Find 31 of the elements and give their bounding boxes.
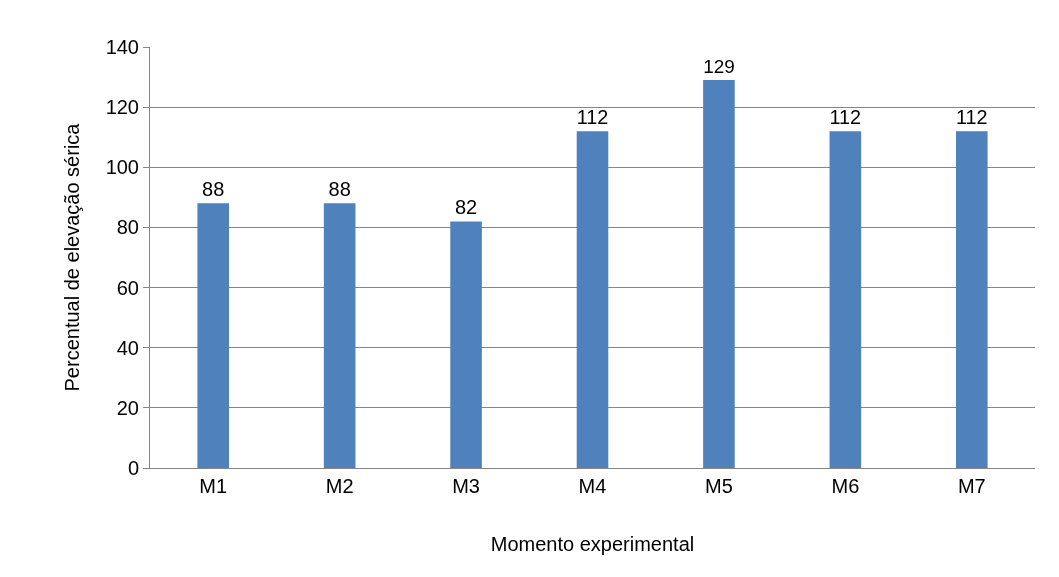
- x-axis-title: Momento experimental: [490, 532, 695, 555]
- bar: [197, 203, 230, 468]
- x-tick-label: M3: [452, 475, 480, 497]
- y-tick-label: 20: [116, 396, 139, 419]
- y-tick-label: 40: [116, 336, 139, 359]
- y-tick-label: 80: [116, 216, 139, 239]
- y-tick-label: 140: [105, 36, 139, 58]
- x-tick-label: M2: [325, 475, 354, 497]
- y-tick-label: 100: [105, 156, 139, 179]
- bar: [323, 203, 356, 468]
- bar: [703, 80, 735, 468]
- data-label: 88: [202, 178, 225, 201]
- y-axis-title: Percentual de elevação sérica: [61, 122, 84, 392]
- x-tick-label: M1: [199, 475, 228, 497]
- bar: [576, 131, 609, 468]
- y-tick-label: 120: [105, 96, 139, 119]
- x-tick-label: M7: [957, 475, 986, 497]
- y-tick-label: 0: [127, 457, 139, 479]
- bar: [829, 131, 862, 468]
- data-label: 88: [328, 178, 351, 201]
- data-label: 112: [829, 106, 862, 129]
- x-tick-label: M4: [578, 475, 607, 497]
- x-tick-label: M5: [705, 475, 733, 497]
- data-label: 129: [703, 56, 735, 78]
- data-label: 112: [955, 106, 988, 129]
- x-tick-label: M6: [831, 475, 860, 497]
- data-label: 112: [576, 106, 609, 129]
- y-tick-label: 60: [116, 276, 139, 299]
- bar: [450, 221, 482, 468]
- data-label: 82: [454, 196, 478, 219]
- bar: [955, 131, 988, 468]
